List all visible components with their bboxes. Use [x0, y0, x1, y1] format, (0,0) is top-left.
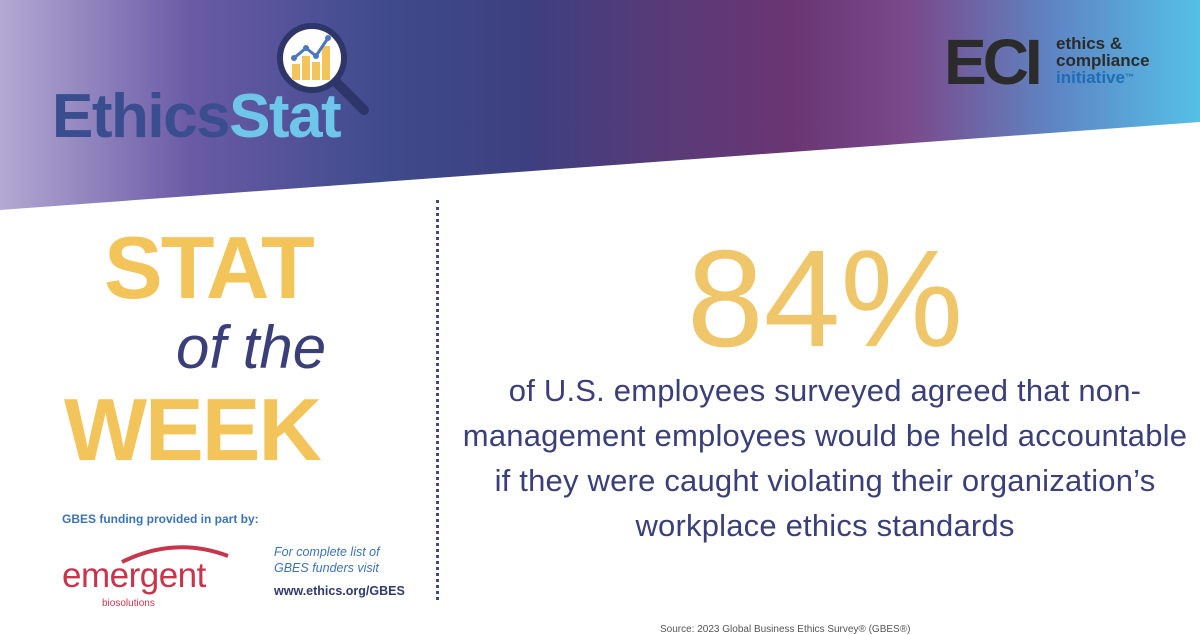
eci-mark: ECI	[944, 26, 1043, 98]
logo-ethics: Ethics	[52, 82, 231, 151]
gbes-link[interactable]: www.ethics.org/GBES	[274, 584, 405, 598]
dotted-divider	[436, 200, 439, 600]
eci-wordmark: ethics & compliance initiative™	[1056, 35, 1150, 86]
emergent-sub: biosolutions	[102, 598, 155, 609]
eci-line2: compliance	[1056, 51, 1150, 70]
eci-line1: ethics &	[1056, 34, 1123, 53]
headline-stat: STAT	[104, 218, 315, 317]
headline-of-the: of the	[176, 314, 327, 381]
eci-line3: initiative	[1056, 68, 1125, 87]
emergent-wordmark: emergent	[62, 556, 206, 595]
funders-line2: GBES funders visit	[274, 561, 379, 575]
source-note: Source: 2023 Global Business Ethics Surv…	[660, 624, 911, 635]
eci-logo: ECI ethics & compliance initiative™	[944, 26, 1150, 98]
headline-week: WEEK	[64, 380, 322, 479]
logo-stat: Stat	[229, 82, 342, 151]
stat-percent: 84%	[686, 222, 964, 376]
stat-statement: of U.S. employees surveyed agreed that n…	[462, 373, 1188, 543]
funders-line1: For complete list of	[274, 545, 380, 559]
ethicsstat-logo: EthicsStat	[52, 86, 342, 148]
funding-label: GBES funding provided in part by:	[62, 512, 259, 526]
funders-note: For complete list of GBES funders visit	[274, 544, 380, 576]
eci-trademark: ™	[1124, 72, 1134, 82]
emergent-arc-icon	[121, 545, 229, 564]
emergent-logo: emergent biosolutions	[62, 540, 232, 610]
magnifier-chart-icon	[277, 23, 369, 115]
